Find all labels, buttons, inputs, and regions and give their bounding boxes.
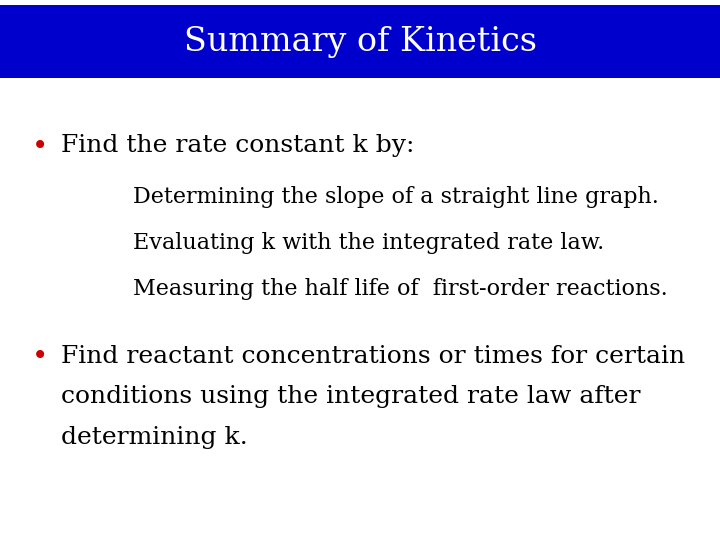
Text: •: • [32,132,48,160]
Text: Evaluating k with the integrated rate law.: Evaluating k with the integrated rate la… [133,232,605,254]
Text: Summary of Kinetics: Summary of Kinetics [184,26,536,58]
Text: conditions using the integrated rate law after: conditions using the integrated rate law… [61,386,641,408]
Text: •: • [32,342,48,370]
Text: Measuring the half life of  first-order reactions.: Measuring the half life of first-order r… [133,278,668,300]
Text: Find reactant concentrations or times for certain: Find reactant concentrations or times fo… [61,345,685,368]
Text: determining k.: determining k. [61,426,248,449]
Text: Determining the slope of a straight line graph.: Determining the slope of a straight line… [133,186,659,208]
Text: Find the rate constant k by:: Find the rate constant k by: [61,134,415,157]
FancyBboxPatch shape [0,5,720,78]
